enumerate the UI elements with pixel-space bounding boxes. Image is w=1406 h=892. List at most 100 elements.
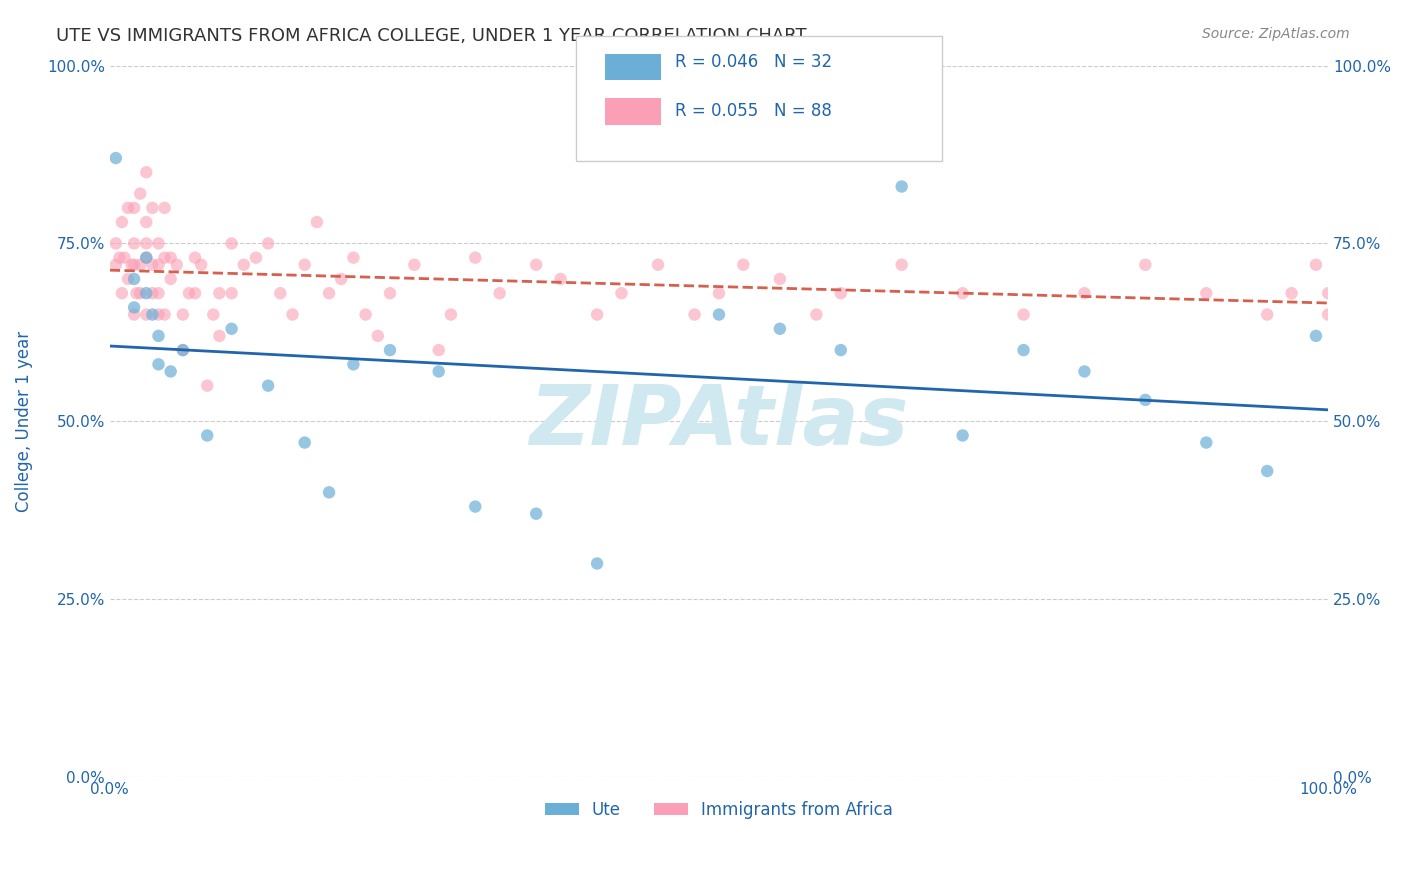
Immigrants from Africa bbox=[166, 258, 188, 272]
Immigrants from Africa bbox=[586, 308, 609, 322]
Immigrants from Africa bbox=[281, 308, 304, 322]
Ute bbox=[1135, 392, 1157, 407]
Ute bbox=[318, 485, 340, 500]
Immigrants from Africa bbox=[135, 251, 157, 265]
Ute bbox=[769, 322, 792, 336]
Text: UTE VS IMMIGRANTS FROM AFRICA COLLEGE, UNDER 1 YEAR CORRELATION CHART: UTE VS IMMIGRANTS FROM AFRICA COLLEGE, U… bbox=[56, 27, 807, 45]
Immigrants from Africa bbox=[141, 286, 163, 301]
Immigrants from Africa bbox=[488, 286, 510, 301]
Immigrants from Africa bbox=[184, 286, 207, 301]
Immigrants from Africa bbox=[104, 236, 127, 251]
Text: ZIPAtlas: ZIPAtlas bbox=[529, 381, 908, 462]
Immigrants from Africa bbox=[367, 329, 389, 343]
Ute bbox=[342, 357, 364, 371]
Immigrants from Africa bbox=[245, 251, 267, 265]
Immigrants from Africa bbox=[1281, 286, 1303, 301]
Ute bbox=[1256, 464, 1278, 478]
Immigrants from Africa bbox=[177, 286, 200, 301]
Immigrants from Africa bbox=[129, 186, 152, 201]
Immigrants from Africa bbox=[354, 308, 377, 322]
Immigrants from Africa bbox=[1012, 308, 1035, 322]
Text: R = 0.046   N = 32: R = 0.046 N = 32 bbox=[675, 54, 832, 71]
Ute bbox=[524, 507, 547, 521]
Immigrants from Africa bbox=[202, 308, 225, 322]
Legend: Ute, Immigrants from Africa: Ute, Immigrants from Africa bbox=[538, 794, 900, 825]
Immigrants from Africa bbox=[104, 258, 127, 272]
Immigrants from Africa bbox=[208, 286, 231, 301]
Ute bbox=[952, 428, 974, 442]
Immigrants from Africa bbox=[135, 215, 157, 229]
Immigrants from Africa bbox=[148, 258, 170, 272]
Immigrants from Africa bbox=[610, 286, 633, 301]
Immigrants from Africa bbox=[125, 286, 148, 301]
Ute bbox=[1012, 343, 1035, 357]
Ute bbox=[707, 308, 730, 322]
Ute bbox=[586, 557, 609, 571]
Ute bbox=[294, 435, 316, 450]
Ute bbox=[122, 301, 145, 315]
Immigrants from Africa bbox=[221, 286, 243, 301]
Ute bbox=[148, 329, 170, 343]
Immigrants from Africa bbox=[806, 308, 828, 322]
Immigrants from Africa bbox=[117, 201, 139, 215]
Immigrants from Africa bbox=[129, 286, 152, 301]
Immigrants from Africa bbox=[550, 272, 572, 286]
Immigrants from Africa bbox=[141, 201, 163, 215]
Immigrants from Africa bbox=[952, 286, 974, 301]
Immigrants from Africa bbox=[1256, 308, 1278, 322]
Ute bbox=[890, 179, 912, 194]
Immigrants from Africa bbox=[464, 251, 486, 265]
Ute bbox=[427, 364, 450, 378]
Ute bbox=[104, 151, 127, 165]
Immigrants from Africa bbox=[1317, 308, 1340, 322]
Immigrants from Africa bbox=[221, 236, 243, 251]
Ute bbox=[141, 308, 163, 322]
Immigrants from Africa bbox=[294, 258, 316, 272]
Ute bbox=[122, 272, 145, 286]
Text: Source: ZipAtlas.com: Source: ZipAtlas.com bbox=[1202, 27, 1350, 41]
Immigrants from Africa bbox=[159, 251, 181, 265]
Immigrants from Africa bbox=[427, 343, 450, 357]
Immigrants from Africa bbox=[1195, 286, 1218, 301]
Immigrants from Africa bbox=[135, 165, 157, 179]
Immigrants from Africa bbox=[1073, 286, 1095, 301]
Ute bbox=[159, 364, 181, 378]
Immigrants from Africa bbox=[135, 236, 157, 251]
Ute bbox=[148, 357, 170, 371]
Immigrants from Africa bbox=[830, 286, 852, 301]
Immigrants from Africa bbox=[148, 236, 170, 251]
Immigrants from Africa bbox=[141, 258, 163, 272]
Ute bbox=[830, 343, 852, 357]
Immigrants from Africa bbox=[153, 201, 176, 215]
Y-axis label: College, Under 1 year: College, Under 1 year bbox=[15, 331, 32, 512]
Immigrants from Africa bbox=[269, 286, 291, 301]
Immigrants from Africa bbox=[122, 236, 145, 251]
Immigrants from Africa bbox=[318, 286, 340, 301]
Immigrants from Africa bbox=[647, 258, 669, 272]
Immigrants from Africa bbox=[122, 258, 145, 272]
Text: R = 0.055   N = 88: R = 0.055 N = 88 bbox=[675, 103, 832, 120]
Immigrants from Africa bbox=[524, 258, 547, 272]
Immigrants from Africa bbox=[257, 236, 280, 251]
Immigrants from Africa bbox=[153, 308, 176, 322]
Immigrants from Africa bbox=[111, 215, 134, 229]
Immigrants from Africa bbox=[404, 258, 426, 272]
Immigrants from Africa bbox=[378, 286, 401, 301]
Immigrants from Africa bbox=[1317, 286, 1340, 301]
Ute bbox=[135, 286, 157, 301]
Immigrants from Africa bbox=[190, 258, 212, 272]
Ute bbox=[378, 343, 401, 357]
Immigrants from Africa bbox=[683, 308, 706, 322]
Ute bbox=[1073, 364, 1095, 378]
Immigrants from Africa bbox=[305, 215, 328, 229]
Immigrants from Africa bbox=[890, 258, 912, 272]
Immigrants from Africa bbox=[122, 201, 145, 215]
Immigrants from Africa bbox=[342, 251, 364, 265]
Immigrants from Africa bbox=[159, 272, 181, 286]
Immigrants from Africa bbox=[195, 378, 218, 392]
Ute bbox=[1195, 435, 1218, 450]
Immigrants from Africa bbox=[172, 343, 194, 357]
Ute bbox=[221, 322, 243, 336]
Immigrants from Africa bbox=[108, 251, 131, 265]
Immigrants from Africa bbox=[148, 286, 170, 301]
